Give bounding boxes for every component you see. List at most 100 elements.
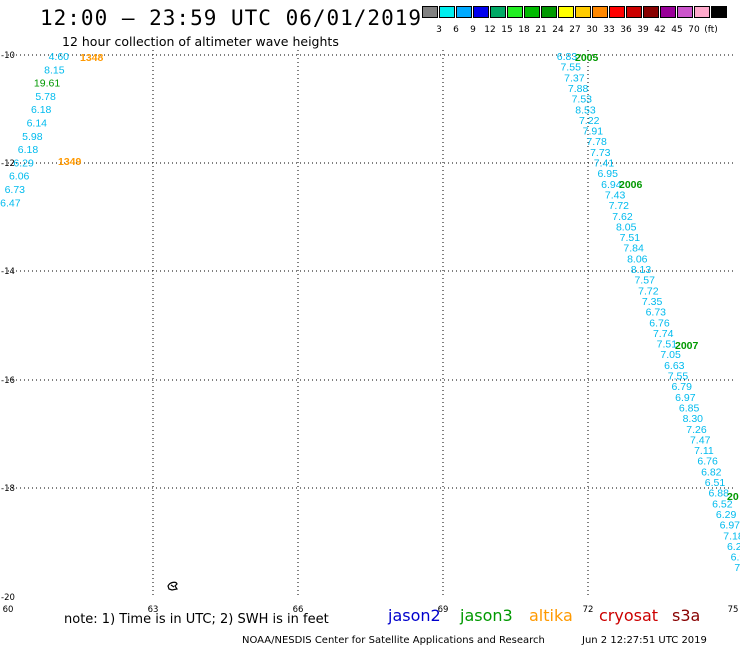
legend-label: (ft) (704, 25, 718, 35)
wave-height-value: 4.60 (49, 51, 70, 63)
wave-height-value: 7.73 (590, 147, 611, 159)
wave-height-value: 6.73 (5, 184, 26, 196)
wave-height-value: 8.30 (683, 413, 704, 425)
legend-label: 42 (654, 25, 666, 35)
satellite-name: altika (529, 606, 573, 625)
wave-height-value: 6.29 (716, 509, 737, 521)
wave-height-value: 5.78 (35, 91, 56, 103)
wave-height-value: 6.97 (675, 392, 696, 404)
wave-height-value: 7.41 (594, 158, 615, 170)
legend-swatch (439, 6, 455, 18)
y-axis-label: -18 (1, 484, 15, 494)
axis-labels: 60 63 66 69 72 75 -10 -12 -14 -16 -18 -20 (1, 51, 738, 615)
wave-height-value: 19.61 (34, 78, 60, 90)
legend-swatch (677, 6, 693, 18)
legend-swatch (473, 6, 489, 18)
legend-swatch (558, 6, 574, 18)
wave-height-value: 6.47 (0, 197, 21, 209)
note-text: note: 1) Time is in UTC; 2) SWH is in fe… (64, 612, 329, 627)
legend-swatch (609, 6, 625, 18)
time-label: 1349 (58, 156, 82, 168)
wave-height-value: 8.53 (575, 104, 596, 116)
wave-height-value: 7.11 (694, 445, 714, 457)
y-axis-label: -12 (1, 159, 15, 169)
wave-height-value: 8.05 (616, 221, 637, 233)
legend-swatch (541, 6, 557, 18)
wave-height-value: 6.52 (712, 498, 733, 510)
wave-height-value: 6.18 (18, 144, 39, 156)
legend-swatch (507, 6, 523, 18)
time-label: 20 (727, 491, 739, 503)
wave-height-value: 7.84 (623, 243, 644, 255)
legend-swatch (592, 6, 608, 18)
wave-height-value: 7.57 (634, 275, 655, 287)
time-label: 2006 (619, 179, 643, 191)
legend-label: 45 (671, 25, 683, 35)
wave-height-value: 7.51 (657, 339, 678, 351)
wave-height-value: 7.47 (690, 434, 711, 446)
wave-height-value: 7.35 (642, 296, 663, 308)
wave-height-value: 6.85 (679, 402, 700, 414)
time-label: 2005 (575, 52, 599, 64)
wave-height-value: 7.18 (723, 530, 740, 542)
legend-label: 15 (501, 25, 513, 35)
island-outline-icon (167, 581, 178, 591)
wave-height-value: 7.05 (660, 349, 681, 361)
page-title: 12:00 — 23:59 UTC 06/01/2019 (40, 6, 423, 30)
wave-height-value: 7.91 (583, 126, 604, 138)
wave-height-value: 8.06 (627, 253, 648, 265)
y-axis-label: -10 (1, 51, 15, 61)
x-axis-label: 60 (3, 605, 14, 615)
wave-height-value: 6.95 (597, 168, 618, 180)
wave-height-value: 5.98 (22, 131, 43, 143)
wave-height-value: 6.79 (671, 381, 692, 393)
satellite-name: jason2 (388, 606, 441, 625)
legend-label: 6 (453, 25, 459, 35)
legend-label: 27 (569, 25, 581, 35)
wave-height-value: 7.62 (612, 211, 633, 223)
wave-height-value: 6.83 (557, 51, 578, 63)
wave-height-value: 6.29 (13, 157, 34, 169)
legend-label: 33 (603, 25, 615, 35)
legend-label: 9 (470, 25, 476, 35)
wave-height-value: 6.14 (27, 118, 48, 130)
wave-height-value: 6.82 (701, 466, 722, 478)
x-axis-label: 75 (728, 605, 739, 615)
wave-height-value: 7.55 (668, 371, 689, 383)
legend-label: 70 (688, 25, 700, 35)
legend-swatch (490, 6, 506, 18)
map-grid (8, 50, 733, 597)
legend-swatch (626, 6, 642, 18)
legend-label: 36 (620, 25, 632, 35)
wave-height-value: 6.99 (731, 552, 740, 564)
wave-height-value: 7.72 (638, 285, 659, 297)
legend-swatch (422, 6, 438, 18)
wave-height-value: 6.76 (697, 456, 718, 468)
wave-height-value: 6.25 (727, 541, 740, 553)
wave-height-value: 6.94 (601, 179, 622, 191)
satellite-name: cryosat (599, 606, 659, 625)
wave-height-value: 6.97 (720, 520, 740, 532)
y-axis-label: -16 (1, 376, 15, 386)
wave-height-value: 7.26 (686, 424, 707, 436)
wave-height-value: 7.51 (620, 232, 641, 244)
x-axis-label: 63 (148, 605, 159, 615)
wave-height-value: 7.72 (609, 200, 630, 212)
x-axis-label: 72 (583, 605, 594, 615)
legend-swatch (660, 6, 676, 18)
legend-label: 30 (586, 25, 598, 35)
legend-swatch (456, 6, 472, 18)
satellite-name: jason3 (460, 606, 513, 625)
wave-height-value: 7.55 (560, 62, 581, 74)
wave-height-value: 6.88 (708, 488, 729, 500)
legend-label: 3 (436, 25, 442, 35)
wave-height-value: 6.73 (646, 307, 667, 319)
wave-height-value: 6.06 (9, 171, 30, 183)
wave-height-value: 6.63 (664, 360, 685, 372)
altimeter-tracks: 4.608.1519.615.786.186.145.986.186.296.0… (0, 51, 740, 574)
wave-height-value: 7.22 (579, 115, 600, 127)
legend-label: 24 (552, 25, 564, 35)
wave-height-value: 7.78 (586, 136, 607, 148)
y-axis-label: -20 (1, 593, 15, 603)
legend-swatch (575, 6, 591, 18)
